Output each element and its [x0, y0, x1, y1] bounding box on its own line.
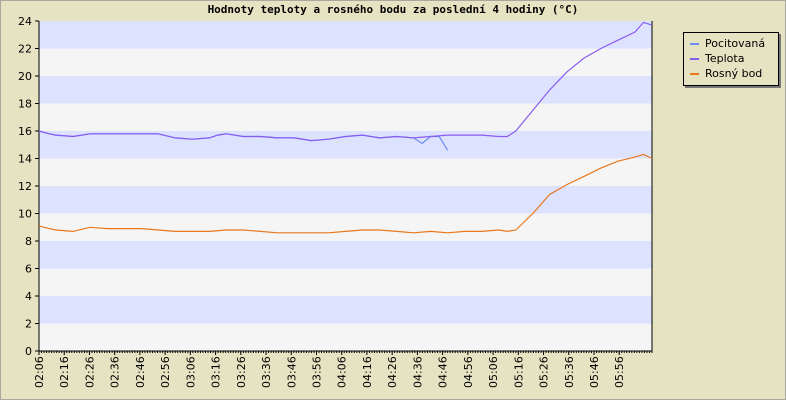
x-tick-label: 03:26	[235, 356, 248, 388]
x-tick-label: 05:56	[613, 356, 626, 388]
y-tick-label: 24	[18, 15, 32, 28]
grid-band	[39, 323, 652, 351]
x-tick-label: 02:56	[159, 356, 172, 388]
x-tick-label: 05:36	[563, 356, 576, 388]
x-tick-label: 02:36	[109, 356, 122, 388]
grid-band	[39, 296, 652, 324]
legend-label-rosny-bod: Rosný bod	[705, 67, 763, 80]
legend-swatch-pocitovana	[690, 43, 699, 45]
x-tick-label: 04:36	[411, 356, 424, 388]
y-tick-label: 2	[25, 318, 32, 331]
x-tick-label: 03:46	[285, 356, 298, 388]
y-tick-label: 18	[18, 98, 32, 111]
x-tick-label: 05:16	[512, 356, 525, 388]
x-tick-label: 03:56	[310, 356, 323, 388]
grid-band	[39, 268, 652, 296]
legend-item-rosny-bod: Rosný bod	[690, 67, 762, 81]
grid-band	[39, 21, 652, 49]
x-tick-label: 05:26	[538, 356, 551, 388]
x-tick-label: 02:06	[33, 356, 46, 388]
y-tick-label: 10	[18, 208, 32, 221]
legend-swatch-rosny-bod	[690, 73, 699, 75]
y-tick-label: 8	[25, 235, 32, 248]
x-tick-label: 04:46	[437, 356, 450, 388]
x-tick-label: 05:46	[588, 356, 601, 388]
y-tick-label: 0	[25, 345, 32, 358]
y-tick-label: 6	[25, 263, 32, 276]
chart-legend: Pocitovaná Teplota Rosný bod	[683, 32, 779, 86]
y-tick-label: 4	[25, 290, 32, 303]
y-tick-label: 20	[18, 70, 32, 83]
legend-item-teplota: Teplota	[690, 52, 744, 66]
grid-band	[39, 241, 652, 269]
x-tick-label: 04:56	[462, 356, 475, 388]
legend-label-teplota: Teplota	[705, 52, 745, 65]
grid-band	[39, 213, 652, 241]
x-tick-label: 03:06	[184, 356, 197, 388]
x-tick-label: 05:06	[487, 356, 500, 388]
chart-title: Hodnoty teploty a rosného bodu za posled…	[207, 3, 579, 16]
y-tick-label: 22	[18, 43, 32, 56]
series-teplota	[38, 21, 653, 142]
grid-band	[39, 158, 652, 186]
grid-band	[39, 76, 652, 104]
x-tick-label: 04:16	[361, 356, 374, 388]
x-tick-label: 04:26	[386, 356, 399, 388]
legend-swatch-teplota	[690, 58, 699, 60]
grid-band	[39, 186, 652, 214]
x-tick-label: 02:26	[83, 356, 96, 388]
x-tick-label: 03:36	[260, 356, 273, 388]
legend-item-pocitovana: Pocitovaná	[690, 37, 765, 51]
y-tick-label: 12	[18, 180, 32, 193]
x-tick-label: 02:16	[58, 356, 71, 388]
grid-band	[39, 103, 652, 131]
grid-band	[39, 48, 652, 76]
x-tick-label: 03:16	[210, 356, 223, 388]
x-tick-label: 02:46	[134, 356, 147, 388]
series-rosny-bod	[38, 153, 653, 234]
legend-label-pocitovana: Pocitovaná	[705, 37, 766, 50]
y-tick-label: 16	[18, 125, 32, 138]
grid-band	[39, 131, 652, 159]
y-tick-label: 14	[18, 153, 32, 166]
x-tick-label: 04:06	[336, 356, 349, 388]
